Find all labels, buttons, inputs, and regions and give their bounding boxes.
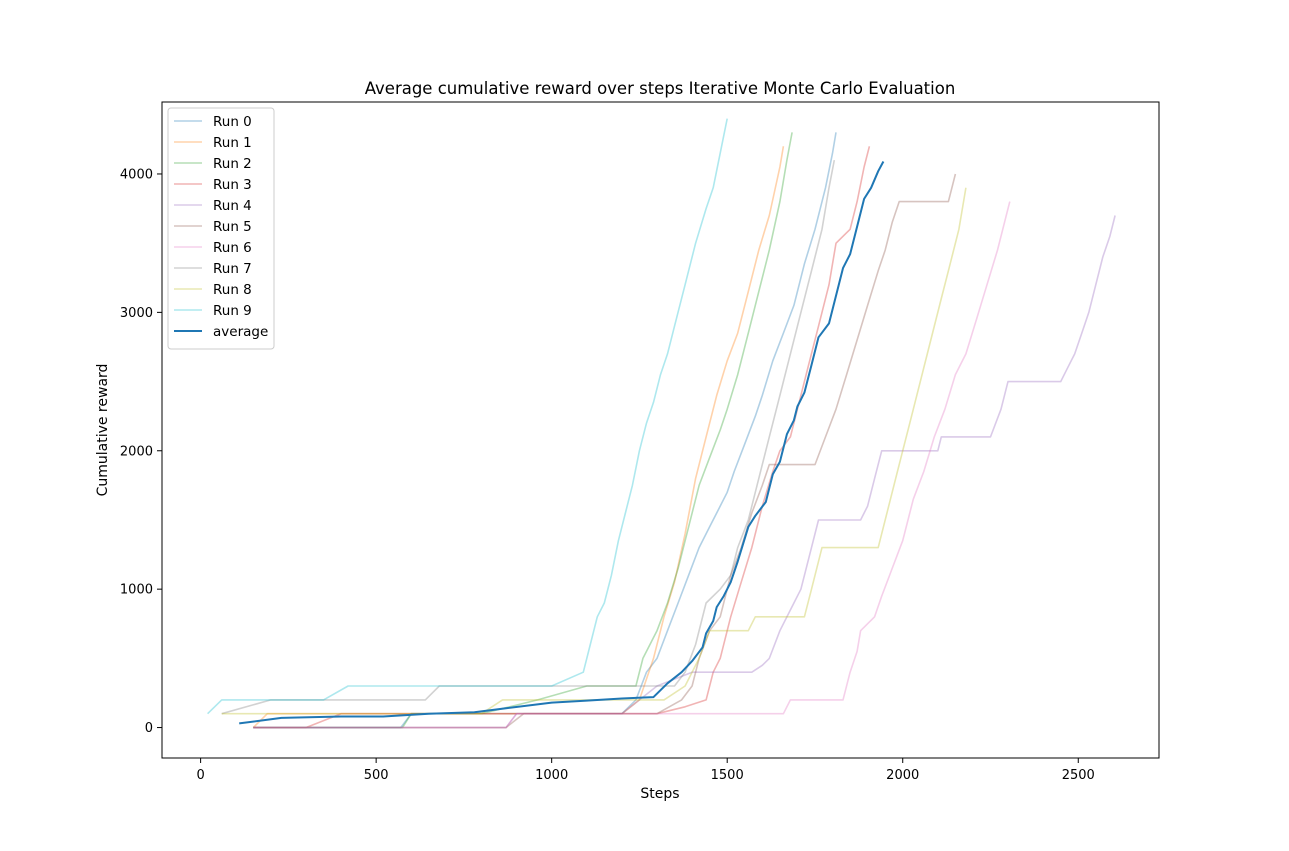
legend-entry: Run 9 [213, 303, 252, 319]
legend-entry: Run 8 [213, 282, 252, 298]
x-tick-label: 1000 [535, 768, 568, 783]
chart-title: Average cumulative reward over steps Ite… [365, 79, 956, 98]
legend-entry: Run 1 [213, 135, 252, 151]
x-tick-label: 2500 [1062, 768, 1095, 783]
legend: Run 0 Run 1 Run 2 Run 3 Run 4 Run 5 Run 6 Run 7… [167, 107, 275, 350]
series-line-run-2 [253, 132, 793, 729]
legend-entry: Run 4 [213, 198, 252, 214]
legend-entry: Run 3 [213, 177, 252, 193]
x-tick-label: 2000 [886, 768, 919, 783]
y-tick-label: 4000 [120, 167, 153, 182]
legend-box [167, 107, 275, 350]
legend-entry: Run 5 [213, 219, 252, 235]
legend-entry: Run 7 [213, 261, 252, 277]
series-line-run-8 [221, 187, 967, 715]
x-tick-label: 500 [364, 768, 389, 783]
x-axis-label: Steps [640, 786, 679, 802]
legend-entry: Run 0 [213, 114, 252, 130]
series-line-run-6 [253, 201, 1011, 729]
axes-frame [161, 101, 1160, 759]
series-line-run-5 [253, 173, 957, 729]
series-line-run-4 [253, 215, 1116, 729]
legend-entry: Run 6 [213, 240, 252, 256]
plot-area [207, 118, 1116, 729]
y-axis-label: Cumulative reward [95, 364, 111, 497]
x-axis: 0 500 1000 1500 2000 2500 [196, 758, 1095, 783]
y-tick-label: 0 [145, 721, 153, 736]
series-line-run-9 [207, 118, 728, 715]
series-line-run-3 [253, 146, 871, 729]
x-tick-label: 0 [196, 768, 204, 783]
y-tick-label: 2000 [120, 444, 153, 459]
legend-entry: average [213, 324, 268, 340]
y-tick-label: 1000 [120, 583, 153, 598]
x-tick-label: 1500 [711, 768, 744, 783]
legend-entry: Run 2 [213, 156, 252, 172]
y-tick-label: 3000 [120, 306, 153, 321]
series-line-average [239, 161, 885, 725]
series-line-run-7 [221, 159, 836, 715]
y-axis: 0 1000 2000 3000 4000 [120, 167, 162, 736]
